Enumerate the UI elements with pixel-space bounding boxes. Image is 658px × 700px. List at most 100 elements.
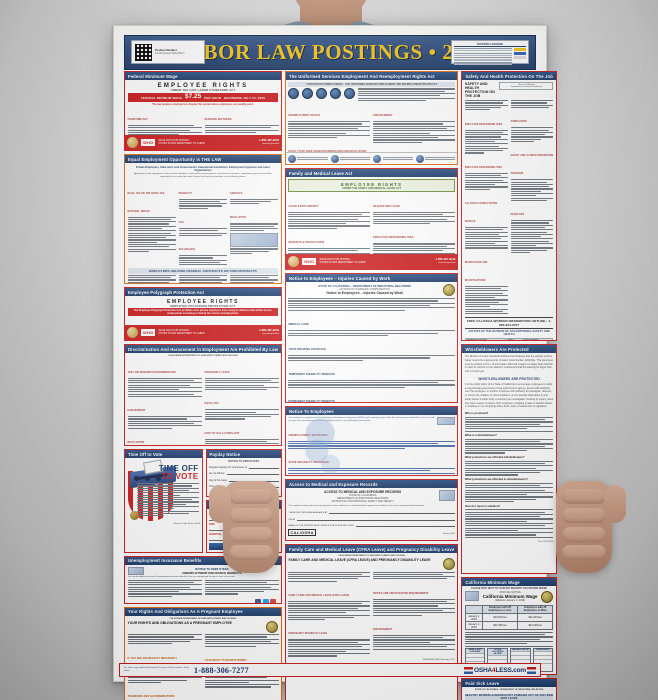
cfra-col-2: NOTICE AND CERTIFICATION REQUIREMENTS EN… [373,571,455,658]
poster-legend-lines [454,48,512,66]
polygraph-subtitle: EMPLOYEE POLYGRAPH PROTECTION ACT [128,305,279,308]
polygraph-title: EMPLOYEE RIGHTS [128,298,279,305]
userra-banner: YOUR RIGHTS UNDER USERRA – THE UNIFORMED… [288,82,455,88]
poster-legend-color-bars [514,48,526,66]
finger [562,508,606,523]
panel-body: TIME OFF TO VOTE Elections Code Section … [125,458,202,552]
cfra-form-number: DFEH-E08P-ENG / November 2017 [288,659,455,662]
section-heading: PREGNANCY LEAVE [205,371,230,374]
whd-agency-text: WAGE AND HOUR DIVISION UNITED STATES DEP… [158,330,256,336]
dir-logo-icon [209,542,225,550]
entry-label: FIRE [209,523,242,526]
section-heading: OVERTIME PAY [128,118,148,121]
wage-label: FEDERAL MINIMUM WAGE [141,96,182,100]
amr-from-input[interactable] [296,516,455,521]
agency-phone: 1-866-487-9243 [435,258,455,262]
section-heading: TRANSFERS AND ACCOMMODATIONS [128,695,175,698]
section-heading: INSPECTIONS AND INVESTIGATIONS [465,262,488,282]
panel-body: EMPLOYEE RIGHTS EMPLOYEE POLYGRAPH PROTE… [125,296,281,325]
bullet-heading: Temporary Disability Benefits [288,373,334,376]
whd-contact: 1-866-487-9243 www.dol.gov/whd [259,139,279,145]
google-plus-icon[interactable] [270,598,277,603]
panel-header: Family and Medical Leave Act [285,169,458,178]
payday-schedule-input[interactable] [226,470,279,476]
panel-whistleblowers-are-protected: Whistleblowers Are Protected The Divisio… [461,344,557,574]
sh-agency-box: State of California Department of Indust… [499,82,554,91]
amr-location-input[interactable] [329,509,455,514]
footer-phone[interactable]: 1-888-306-7277 [194,666,249,675]
labor-law-poster: Product Number CA-All (revised 06/12/201… [113,25,557,700]
ui-body: You may be eligible to receive Unemploym… [128,576,279,579]
agency-lines [340,156,371,161]
fmla-title: EMPLOYEE RIGHTS [291,182,452,187]
whd-footer: WHD WAGE AND HOUR DIVISION UNITED STATES… [285,254,458,269]
page-title: LABOR LAW POSTINGS • 2018 [173,40,487,65]
panel-body: SAFETY AND HEALTH PROTECTION ON THE JOB … [462,80,556,340]
poster-footer: For other copy additional Required Posti… [119,663,541,677]
dir-logo-icon [464,591,479,602]
ballot-box-stars [134,476,161,482]
sh-col-2: COMPLAINTS INJURY AND ILLNESS PREVENTION… [510,100,554,315]
edd-logo-icon [127,566,144,575]
poster-header-banner: Product Number CA-All (revised 06/12/201… [124,35,536,70]
preg-title: YOUR RIGHTS AND OBLIGATIONS AS A PREGNAN… [128,621,265,625]
osc-seal-icon [415,154,424,163]
brand-suffix: LESS.com [495,667,526,674]
poster-legend-body [454,48,526,66]
wb-body: It is the public policy of the State of … [465,383,554,409]
eeo-contracts-col-1 [127,274,177,283]
cmw-official: OFFICIAL NOTICE [481,591,540,594]
whd-contact: 1-866-487-9243 www.dol.gov/whd [435,258,455,264]
section-heading: State Disability Insurance [288,461,329,464]
table-row: January 1, 2019 $11.00/hour $12.00/hour [464,621,554,631]
agency-doj [373,154,413,163]
panel-body: CALIFORNIA DEPARTMENT OF FAIR EMPLOYMENT… [125,353,281,445]
payday-field: Are as follows [209,470,279,476]
employee-rights-title: EMPLOYEE RIGHTS [128,82,279,89]
copyright-line: Copyright © 2017 ELITE BUSINESS VENTURES… [454,67,526,69]
agency-dol [287,154,328,163]
ca-state-seal-icon [541,591,554,604]
amr-agency-1: STATE OF CALIFORNIA [288,494,436,497]
cfra-title-wrap: FAMILY CARE AND MEDICAL LEAVE (CFRA LEAV… [288,558,440,562]
cmw-subtitle: (Effective January 1, 2018) [481,599,540,602]
whd-logo: WHD [141,329,156,336]
amr-responsible-input[interactable] [355,522,455,527]
facebook-icon[interactable] [255,598,262,603]
section-heading: IF YOU ARE DISABLED BY PREGNANCY [128,657,178,660]
whd-agency-text: WAGE AND HOUR DIVISION UNITED STATES DEP… [319,259,432,265]
cmw-head-row: OFFICIAL NOTICE California Minimum Wage … [464,591,554,604]
cmw-top-note: PLEASE POST NEXT TO YOUR IWC INDUSTRY OC… [465,588,554,591]
social-icons [128,598,279,603]
column-header: TELEPHONE [522,337,554,340]
osha4less-logo[interactable]: OSHA4LESS.com [464,666,536,674]
payday-employer-input[interactable] [248,464,279,469]
panel-notice-to-employees-injuries: Notice to Employees – Injuries Caused by… [284,273,459,403]
ui-head-row: NOTICE TO EMPLOYEES UNEMPLOYMENT INSURAN… [127,566,279,575]
section-heading: COMPLAINTS [511,121,527,123]
whd-footer: WHD WAGE AND HOUR DIVISION UNITED STATES… [125,325,281,340]
preg-title-wrap: YOUR RIGHTS AND OBLIGATIONS AS A PREGNAN… [128,621,265,625]
field-label: Are as follows [209,472,225,475]
section-heading: THE LAW PROHIBITS DISCRIMINATION [128,371,176,374]
edd-body: Your employer is registered with the Emp… [288,417,454,423]
cal-osha-hotline: FREE Cal/OSHA Worker Information Hotline… [464,316,554,329]
panel-paid-sick-leave: Paid Sick Leave STATE OF CALIFORNIA • DE… [461,678,557,700]
dwc-titles: STATE OF CALIFORNIA – DEPARTMENT OF INDU… [288,284,440,295]
userra-columns: REEMPLOYMENT RIGHTS RIGHT TO BE FREE FRO… [288,103,455,152]
ui-subtitle-2: UNEMPLOYMENT INSURANCE BENEFITS [146,571,279,575]
panel-body: STATE OF CALIFORNIA – DEPARTMENT OF INDU… [286,282,457,402]
section-heading: CAL/OSHA CONSULTATION SERVICE [465,203,497,223]
eeo-contracts-col-3 [229,274,279,283]
panel-header: Payday Notice [206,450,281,459]
userra-intro [358,88,455,102]
panel-header: Access to Medical and Exposure Records [285,480,458,489]
panel-header: Safety And Health Protection On The Job [462,72,556,81]
payday-subtitle: NOTICE TO EMPLOYEES [209,460,279,464]
amr-footer: CAL/OSHA January 2003 [288,528,455,536]
twitter-icon[interactable] [262,598,269,603]
eeoc-logo-placeholder [229,232,279,247]
wb-title: WHISTLEBLOWERS ARE PROTECTED [465,377,554,381]
amr-field: FROM [288,516,455,521]
